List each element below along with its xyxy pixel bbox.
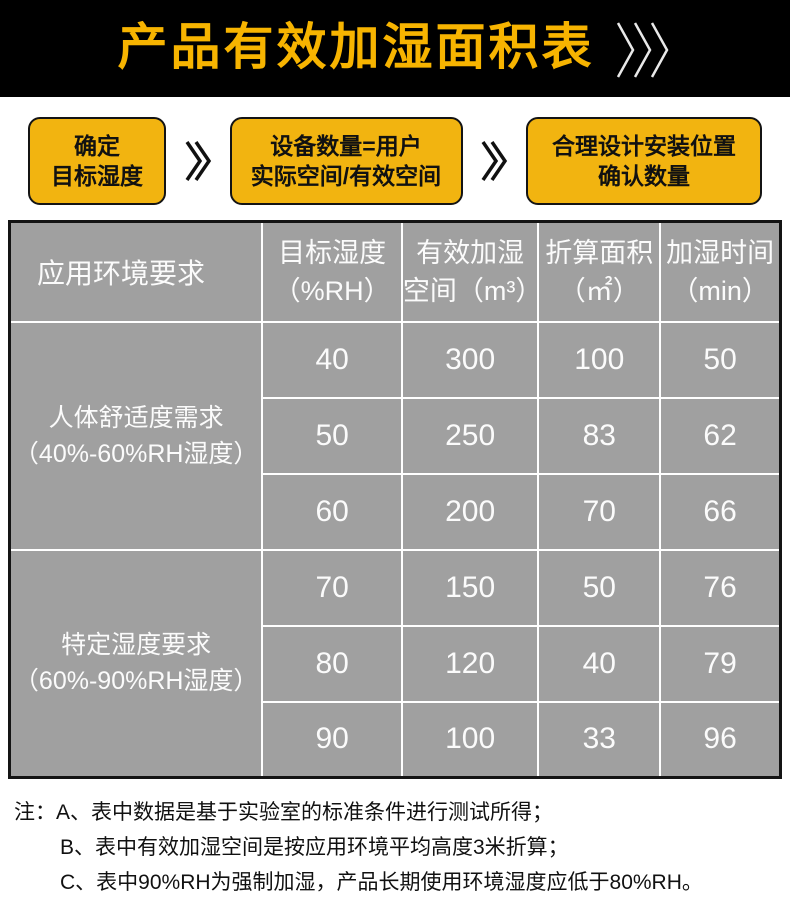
footnotes: 注：A、表中数据是基于实验室的标准条件进行测试所得； B、表中有效加湿空间是按应… <box>14 795 790 900</box>
header-line: （min） <box>671 275 769 306</box>
humidification-area-table: 应用环境要求 目标湿度 （%RH） 有效加湿 空间（m³） 折算面积 （㎡） 加… <box>8 220 782 779</box>
table-cell: 90 <box>261 700 403 779</box>
table-cell: 120 <box>400 624 540 703</box>
table-row: 特定湿度要求 （60%-90%RH湿度） 70 150 50 76 <box>8 548 782 779</box>
flow-step-target-humidity: 确定 目标湿度 <box>28 117 166 205</box>
header-humidify-time: 加湿时间 （min） <box>659 220 782 323</box>
table-cell: 70 <box>537 472 662 551</box>
header-line: 有效加湿 <box>416 237 525 268</box>
note-a: 注：A、表中数据是基于实验室的标准条件进行测试所得； <box>14 801 554 824</box>
table-cell: 60 <box>261 472 403 551</box>
double-chevron-right-icon <box>166 138 230 184</box>
flow-step-install-position: 合理设计安装位置 确认数量 <box>526 117 762 205</box>
table-row: 90 100 33 96 <box>10 700 782 779</box>
header-line: 折算面积 <box>545 237 654 268</box>
flow-step-line: 确认数量 <box>598 163 690 189</box>
table-row: 60 200 70 66 <box>10 472 782 551</box>
table-cell: 250 <box>400 396 540 475</box>
header-line: 目标湿度 <box>278 237 387 268</box>
header-converted-area: 折算面积 （㎡） <box>537 220 662 323</box>
flow-step-line: 确定 <box>74 133 120 159</box>
table-cell: 40 <box>537 624 662 703</box>
table-cell: 50 <box>659 320 782 399</box>
table-cell: 96 <box>659 700 782 779</box>
table-cell: 79 <box>659 624 782 703</box>
header-line: 加湿时间 <box>666 237 775 268</box>
flow-step-line: 目标湿度 <box>51 163 143 189</box>
flow-steps: 确定 目标湿度 设备数量=用户 实际空间/有效空间 合理设计安装位置 确认数量 <box>0 117 790 205</box>
group-specific-label: 特定湿度要求 （60%-90%RH湿度） <box>8 548 264 779</box>
table-row: 人体舒适度需求 （40%-60%RH湿度） 40 300 100 50 <box>8 320 782 551</box>
table-cell: 200 <box>400 472 540 551</box>
note-c: C、表中90%RH为强制加湿，产品长期使用环境湿度应低于80%RH。 <box>60 871 703 894</box>
triple-chevron-right-icon <box>616 21 668 78</box>
table-cell: 80 <box>261 624 403 703</box>
header-target-humidity: 目标湿度 （%RH） <box>261 220 403 323</box>
note-b: B、表中有效加湿空间是按应用环境平均高度3米折算； <box>60 836 569 859</box>
header-line: （㎡） <box>558 275 640 306</box>
double-chevron-right-icon <box>463 138 527 184</box>
group-label-line: （60%-90%RH湿度） <box>13 667 259 696</box>
header-environment: 应用环境要求 <box>8 220 264 323</box>
header-line: （%RH） <box>273 275 391 306</box>
table-cell: 150 <box>400 548 540 627</box>
flow-step-line: 合理设计安装位置 <box>552 133 736 159</box>
table-cell: 300 <box>400 320 540 399</box>
table-cell: 50 <box>537 548 662 627</box>
group-label-line: 人体舒适度需求 <box>48 403 224 432</box>
table-cell: 33 <box>537 700 662 779</box>
group-label-line: 特定湿度要求 <box>61 631 212 660</box>
table-cell: 100 <box>537 320 662 399</box>
table-cell: 83 <box>537 396 662 475</box>
header-effective-space: 有效加湿 空间（m³） <box>400 220 543 323</box>
table-cell: 66 <box>659 472 782 551</box>
table-cell: 100 <box>400 700 540 779</box>
table-cell: 76 <box>659 548 782 627</box>
table-cell: 50 <box>261 396 403 475</box>
table-row: 80 120 40 79 <box>10 624 782 703</box>
table-cell: 70 <box>261 548 403 627</box>
group-label-line: （40%-60%RH湿度） <box>13 439 259 468</box>
flow-step-line: 实际空间/有效空间 <box>250 163 442 189</box>
group-comfort-label: 人体舒适度需求 （40%-60%RH湿度） <box>8 320 264 551</box>
flow-step-device-quantity: 设备数量=用户 实际空间/有效空间 <box>229 117 463 205</box>
table-header-row: 应用环境要求 目标湿度 （%RH） 有效加湿 空间（m³） 折算面积 （㎡） 加… <box>8 220 782 323</box>
table-cell: 62 <box>659 396 782 475</box>
table-row: 50 250 83 62 <box>10 396 782 475</box>
flow-step-line: 设备数量=用户 <box>270 133 422 159</box>
header-line: 空间（m³） <box>402 275 543 306</box>
banner: 产品有效加湿面积表 <box>0 0 790 97</box>
table-cell: 40 <box>261 320 403 399</box>
page-title: 产品有效加湿面积表 <box>117 18 595 75</box>
